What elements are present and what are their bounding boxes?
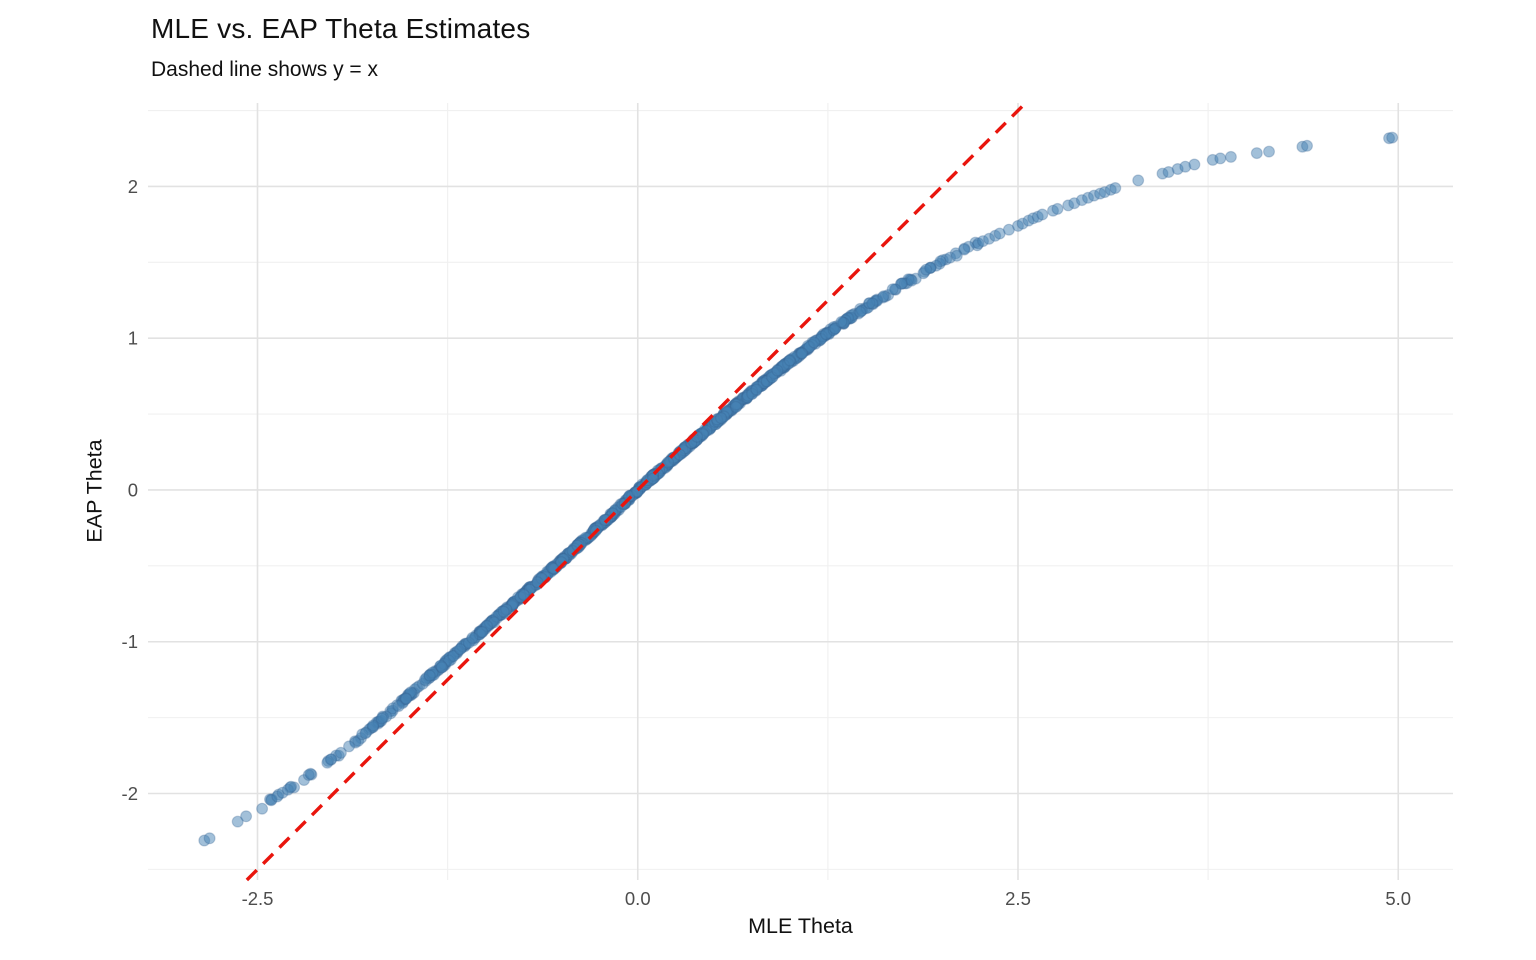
data-point [343, 740, 356, 753]
data-point [1262, 145, 1275, 158]
data-point [359, 727, 372, 740]
data-point [435, 661, 448, 674]
data-point [598, 513, 611, 526]
data-point [886, 283, 899, 296]
data-point [1188, 158, 1201, 171]
data-point [517, 589, 530, 602]
data-point [285, 780, 298, 793]
data-point [476, 626, 489, 639]
data-point [304, 767, 317, 780]
data-point [729, 400, 742, 413]
data-point [750, 383, 763, 396]
data-point [497, 605, 510, 618]
chart-title: MLE vs. EAP Theta Estimates [151, 13, 531, 44]
data-point [1214, 152, 1227, 165]
data-point [231, 815, 244, 828]
y-axis-title: EAP Theta [82, 439, 107, 543]
data-point [1386, 131, 1399, 144]
x-tick-label: 5.0 [1385, 888, 1411, 909]
y-tick-label: 1 [128, 328, 138, 349]
data-point [240, 810, 253, 823]
data-point [920, 263, 933, 276]
data-point [1036, 208, 1049, 221]
data-point [203, 832, 216, 845]
data-point [866, 297, 879, 310]
data-point [783, 354, 796, 367]
data-point [877, 290, 890, 303]
data-point [325, 753, 338, 766]
data-point [807, 336, 820, 349]
data-point [466, 631, 479, 644]
data-point [447, 649, 460, 662]
data-point [1132, 174, 1145, 187]
y-tick-label: -2 [122, 783, 138, 804]
data-point [392, 700, 405, 713]
y-tick-label: -1 [122, 631, 138, 652]
y-tick-label: 2 [128, 176, 138, 197]
x-tick-label: 2.5 [1005, 888, 1031, 909]
data-point [367, 719, 380, 732]
x-tick-label: -2.5 [242, 888, 274, 909]
data-point [1250, 147, 1263, 160]
data-point [796, 347, 809, 360]
data-point [646, 472, 659, 485]
data-point [256, 802, 269, 815]
data-point [400, 692, 413, 705]
x-axis-title: MLE Theta [748, 914, 853, 938]
data-point [854, 306, 867, 319]
x-tick-label: 0.0 [625, 888, 651, 909]
data-point [454, 643, 467, 656]
data-point [958, 243, 971, 256]
data-point [714, 411, 727, 424]
data-point [334, 746, 347, 759]
data-point [1051, 202, 1064, 215]
y-tick-label: 0 [128, 479, 138, 500]
data-point [1224, 150, 1237, 163]
data-point [771, 364, 784, 377]
chart-subtitle: Dashed line shows y = x [151, 58, 379, 81]
data-point [950, 249, 963, 262]
data-point [661, 456, 674, 469]
data-point [835, 315, 848, 328]
data-point [1300, 139, 1313, 152]
data-point [375, 712, 388, 725]
data-point [1109, 182, 1122, 195]
data-point [905, 274, 918, 287]
data-point [423, 669, 436, 682]
